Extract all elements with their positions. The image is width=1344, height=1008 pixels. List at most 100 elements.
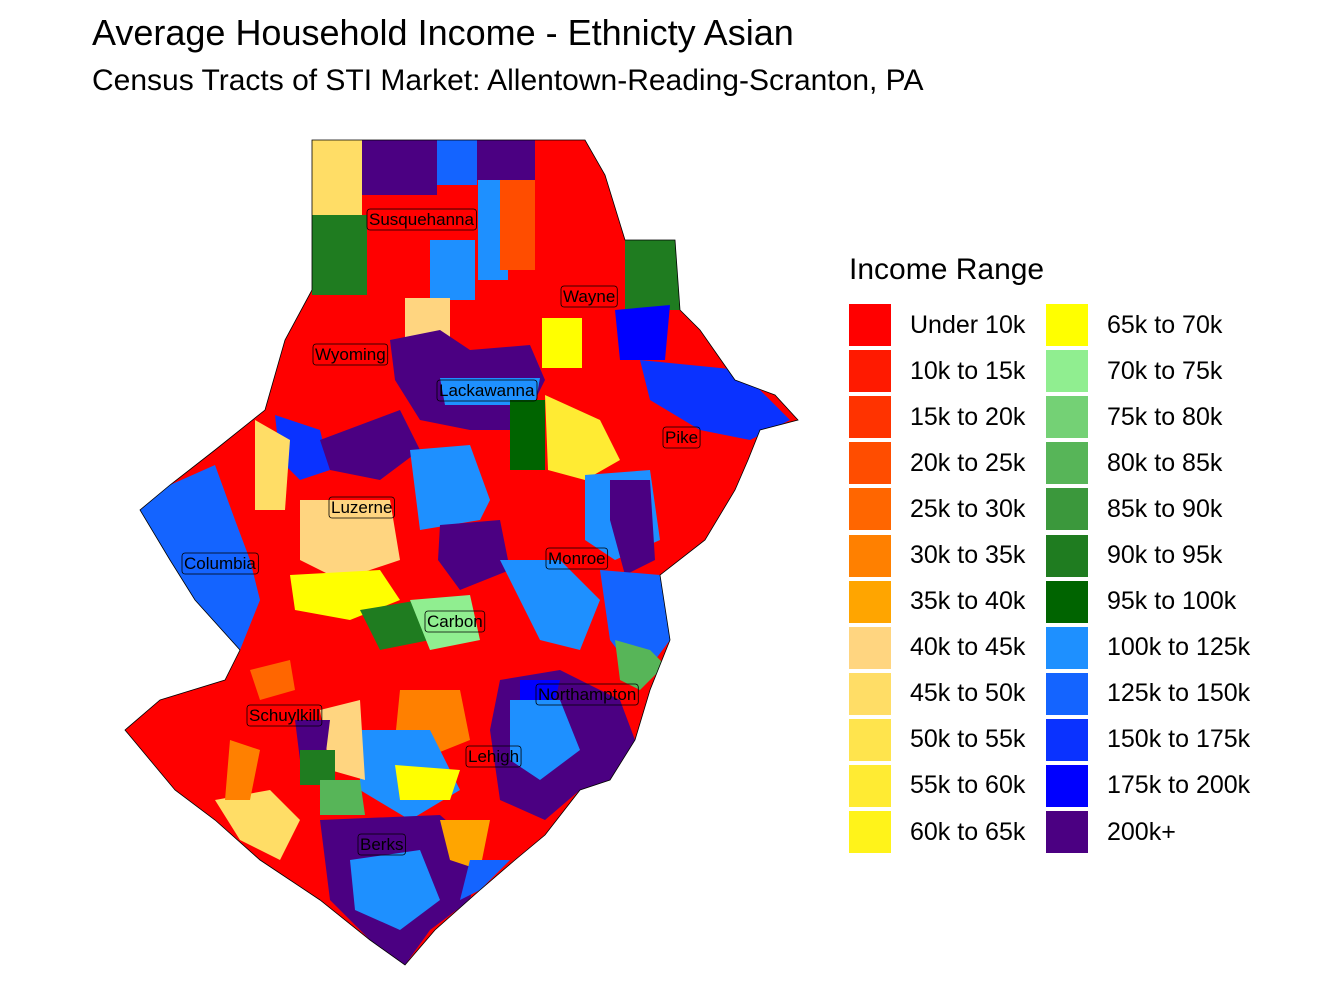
legend-item: 90k to 95k xyxy=(1046,532,1266,578)
tract xyxy=(440,820,490,870)
county-label-box xyxy=(424,610,486,633)
county-label: Lackawanna xyxy=(439,381,535,400)
legend-item: 150k to 175k xyxy=(1046,717,1266,763)
legend-label: 90k to 95k xyxy=(1107,541,1223,570)
tract xyxy=(520,680,560,700)
legend-item: 15k to 20k xyxy=(849,394,1046,440)
legend-item: 55k to 60k xyxy=(849,763,1046,809)
legend-swatch xyxy=(1046,811,1088,854)
county-label-box xyxy=(328,496,395,519)
tract xyxy=(395,765,460,800)
legend-label: 25k to 30k xyxy=(910,494,1026,523)
legend-swatch xyxy=(849,488,891,531)
legend-item: 75k to 80k xyxy=(1046,394,1266,440)
county-label: Lehigh xyxy=(468,747,519,766)
legend-swatch xyxy=(1046,442,1088,485)
legend-item: 85k to 90k xyxy=(1046,486,1266,532)
county-label-box xyxy=(662,426,701,449)
tract xyxy=(437,140,477,185)
legend-label: 20k to 25k xyxy=(910,448,1026,477)
legend-label: 175k to 200k xyxy=(1107,771,1251,800)
tract xyxy=(300,750,335,785)
legend-label: 55k to 60k xyxy=(910,771,1026,800)
legend-label: 95k to 100k xyxy=(1107,587,1237,616)
legend-swatch xyxy=(1046,626,1088,669)
legend-swatch xyxy=(1046,764,1088,807)
legend-swatch xyxy=(1046,350,1088,393)
legend-item: 50k to 55k xyxy=(849,717,1046,763)
county-label-box xyxy=(246,704,323,727)
county-label-box xyxy=(357,833,406,856)
tract xyxy=(440,378,540,405)
legend-item: 100k to 125k xyxy=(1046,625,1266,671)
tract xyxy=(510,700,580,780)
tract xyxy=(320,410,420,480)
legend-label: 125k to 150k xyxy=(1107,679,1251,708)
tract xyxy=(640,360,790,440)
tract xyxy=(300,500,400,580)
legend-label: 200k+ xyxy=(1107,817,1176,846)
legend-label: 45k to 50k xyxy=(910,679,1026,708)
tract xyxy=(250,660,295,700)
county-label: Wyoming xyxy=(315,345,386,364)
legend-item: 80k to 85k xyxy=(1046,440,1266,486)
tract xyxy=(362,140,437,195)
legend-label: 85k to 90k xyxy=(1107,494,1223,523)
tract xyxy=(350,850,440,930)
legend-swatch xyxy=(1046,580,1088,623)
legend-label: 100k to 125k xyxy=(1107,633,1251,662)
legend-swatch xyxy=(849,672,891,715)
legend-swatch xyxy=(1046,718,1088,761)
county-label-box xyxy=(560,285,618,308)
legend-swatch xyxy=(849,764,891,807)
county-label: Pike xyxy=(665,428,698,447)
tract xyxy=(405,298,450,338)
tract xyxy=(290,570,400,620)
tract xyxy=(430,240,475,300)
legend-item: 10k to 15k xyxy=(849,348,1046,394)
tract xyxy=(500,560,600,650)
legend-label: 50k to 55k xyxy=(910,725,1026,754)
legend-swatch xyxy=(849,811,891,854)
legend-item: 45k to 50k xyxy=(849,671,1046,717)
legend-swatch xyxy=(849,626,891,669)
chart-subtitle: Census Tracts of STI Market: Allentown-R… xyxy=(92,64,924,97)
legend: Under 10k 10k to 15k 15k to 20k 20k to 25k 2… xyxy=(849,302,1266,855)
county-label: Columbia xyxy=(184,554,256,573)
legend-label: 70k to 75k xyxy=(1107,356,1223,385)
legend-label: 35k to 40k xyxy=(910,587,1026,616)
legend-swatch xyxy=(849,718,891,761)
county-label-box xyxy=(436,379,538,402)
county-label-box xyxy=(465,745,522,768)
tract xyxy=(615,640,665,690)
legend-swatch xyxy=(1046,304,1088,347)
legend-item: 20k to 25k xyxy=(849,440,1046,486)
county-label: Carbon xyxy=(427,612,483,631)
legend-item: 30k to 35k xyxy=(849,532,1046,578)
tract xyxy=(312,215,367,295)
tract xyxy=(615,305,670,360)
legend-item: 40k to 45k xyxy=(849,625,1046,671)
tract xyxy=(477,140,535,180)
legend-item: 60k to 65k xyxy=(849,809,1046,855)
legend-label: Under 10k xyxy=(910,310,1026,339)
legend-title: Income Range xyxy=(849,253,1045,286)
legend-swatch xyxy=(1046,396,1088,439)
legend-swatch xyxy=(849,442,891,485)
tract xyxy=(438,520,510,590)
county-label: Wayne xyxy=(563,287,615,306)
legend-swatch xyxy=(849,350,891,393)
county-label: Susquehanna xyxy=(369,210,474,229)
chart-title: Average Household Income - Ethnicty Asia… xyxy=(92,12,794,53)
county-label-box xyxy=(181,552,259,575)
legend-label: 60k to 65k xyxy=(910,817,1026,846)
legend-label: 80k to 85k xyxy=(1107,448,1223,477)
legend-item: 175k to 200k xyxy=(1046,763,1266,809)
tract xyxy=(410,445,490,530)
tract xyxy=(255,420,290,510)
legend-item: 70k to 75k xyxy=(1046,348,1266,394)
legend-swatch xyxy=(849,534,891,577)
legend-item: 200k+ xyxy=(1046,809,1266,855)
legend-swatch xyxy=(1046,534,1088,577)
legend-label: 75k to 80k xyxy=(1107,402,1223,431)
